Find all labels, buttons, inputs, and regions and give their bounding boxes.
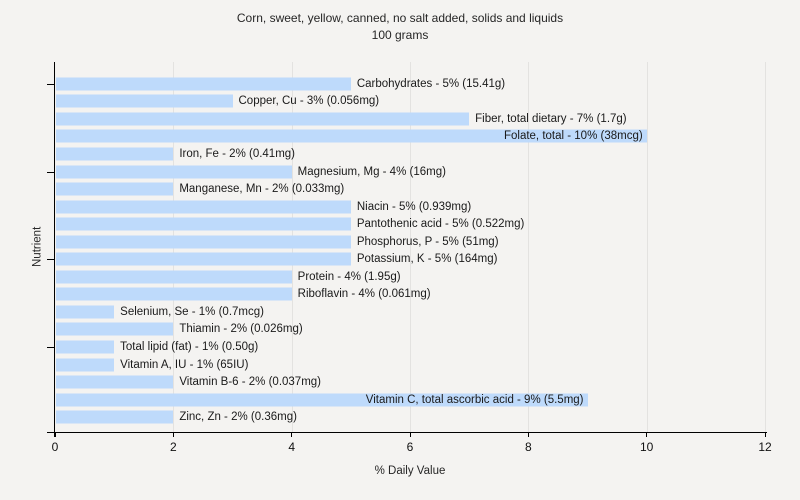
y-axis-title: Nutrient — [31, 226, 44, 268]
bar-label: Copper, Cu - 3% (0.056mg) — [238, 95, 380, 108]
bar-label: Fiber, total dietary - 7% (1.7g) — [475, 112, 627, 125]
x-tick-2 — [172, 433, 174, 437]
gridline-6 — [410, 62, 411, 432]
bar-row: Pantothenic acid - 5% (0.522mg) — [56, 215, 765, 233]
bar-label: Niacin - 5% (0.939mg) — [356, 200, 472, 213]
bar — [56, 375, 174, 389]
bar-label: Phosphorus, P - 5% (51mg) — [356, 235, 499, 248]
chart-title: Corn, sweet, yellow, canned, no salt add… — [236, 11, 564, 25]
bar-label: Magnesium, Mg - 4% (16mg) — [297, 165, 446, 178]
bar-row: Fiber, total dietary - 7% (1.7g) — [56, 110, 765, 128]
bar — [56, 165, 292, 179]
bar — [56, 340, 115, 354]
bar — [56, 358, 115, 372]
y-tick — [47, 83, 55, 85]
bar — [56, 410, 174, 424]
x-tick-8 — [527, 433, 529, 437]
bar-row: Total lipid (fat) - 1% (0.50g) — [56, 338, 765, 356]
bar — [56, 305, 115, 319]
bar — [56, 270, 292, 284]
x-tick-label-4: 4 — [288, 440, 295, 454]
bar-row: Carbohydrates - 5% (15.41g) — [56, 75, 765, 93]
bar — [56, 393, 588, 407]
bar-row: Vitamin C, total ascorbic acid - 9% (5.5… — [56, 391, 765, 409]
bar-label: Potassium, K - 5% (164mg) — [356, 253, 498, 266]
bar-label: Folate, total - 10% (38mcg) — [503, 130, 643, 143]
bar — [56, 200, 351, 214]
bar-row: Vitamin B-6 - 2% (0.037mg) — [56, 373, 765, 391]
x-tick-6 — [409, 433, 411, 437]
bar-row: Riboflavin - 4% (0.061mg) — [56, 286, 765, 304]
bar-row: Protein - 4% (1.95g) — [56, 268, 765, 286]
bar — [56, 94, 233, 108]
x-tick-12 — [764, 433, 766, 437]
bar-label: Riboflavin - 4% (0.061mg) — [297, 288, 431, 301]
bar — [56, 77, 351, 91]
bar-label: Vitamin C, total ascorbic acid - 9% (5.5… — [365, 393, 584, 406]
bar — [56, 252, 351, 266]
bar-row: Phosphorus, P - 5% (51mg) — [56, 233, 765, 251]
bar — [56, 182, 174, 196]
bar — [56, 322, 174, 336]
gridline-10 — [646, 62, 648, 432]
x-tick-label-0: 0 — [51, 440, 59, 454]
bar-row: Thiamin - 2% (0.026mg) — [56, 321, 765, 339]
bar-label: Carbohydrates - 5% (15.41g) — [356, 77, 506, 90]
bar-label: Selenium, Se - 1% (0.7mcg) — [120, 305, 264, 318]
x-tick-0 — [54, 433, 56, 437]
bar-label: Vitamin B-6 - 2% (0.037mg) — [179, 376, 322, 389]
bar-label: Thiamin - 2% (0.026mg) — [179, 323, 303, 336]
bar-label: Total lipid (fat) - 1% (0.50g) — [120, 341, 259, 354]
x-tick-label-12: 12 — [758, 440, 772, 454]
plot-area: % Daily Value Carbohydrates - 5% (15.41g… — [47, 62, 772, 477]
chart-subtitle: 100 grams — [371, 28, 429, 42]
bar-label: Protein - 4% (1.95g) — [297, 270, 401, 283]
bar-row: Copper, Cu - 3% (0.056mg) — [56, 93, 765, 111]
bar-row: Vitamin A, IU - 1% (65IU) — [56, 356, 765, 374]
bar-label: Zinc, Zn - 2% (0.36mg) — [179, 411, 297, 424]
y-tick — [47, 259, 55, 261]
bar — [56, 112, 470, 126]
bar — [56, 287, 292, 301]
gridline-12 — [765, 62, 766, 432]
x-tick-4 — [291, 433, 293, 437]
bar-row: Folate, total - 10% (38mcg) — [56, 128, 765, 146]
x-axis-title: % Daily Value — [374, 465, 446, 477]
bar — [56, 235, 351, 249]
bar-row: Manganese, Mn - 2% (0.033mg) — [56, 180, 765, 198]
bar-label: Vitamin A, IU - 1% (65IU) — [120, 358, 249, 371]
y-tick — [47, 171, 55, 173]
bar-label: Pantothenic acid - 5% (0.522mg) — [356, 218, 525, 231]
bar-label: Iron, Fe - 2% (0.41mg) — [179, 147, 296, 160]
bar-row: Magnesium, Mg - 4% (16mg) — [56, 163, 765, 181]
x-tick-label-8: 8 — [524, 440, 532, 454]
bar — [56, 217, 351, 231]
y-tick — [47, 347, 55, 349]
x-tick-label-2: 2 — [169, 440, 177, 454]
bar — [56, 147, 174, 161]
y-axis-line — [54, 62, 55, 437]
bar-row: Potassium, K - 5% (164mg) — [56, 251, 765, 269]
x-axis-line — [47, 432, 767, 433]
bar-row: Niacin - 5% (0.939mg) — [56, 198, 765, 216]
bar-row: Iron, Fe - 2% (0.41mg) — [56, 145, 765, 163]
bar — [56, 129, 647, 143]
x-tick-label-6: 6 — [406, 440, 414, 454]
bar-row: Selenium, Se - 1% (0.7mcg) — [56, 303, 765, 321]
x-tick-label-10: 10 — [639, 440, 654, 454]
bar-label: Manganese, Mn - 2% (0.033mg) — [179, 183, 345, 196]
x-tick-10 — [646, 433, 648, 437]
bar-row: Zinc, Zn - 2% (0.36mg) — [56, 408, 765, 426]
gridline-8 — [528, 62, 530, 432]
